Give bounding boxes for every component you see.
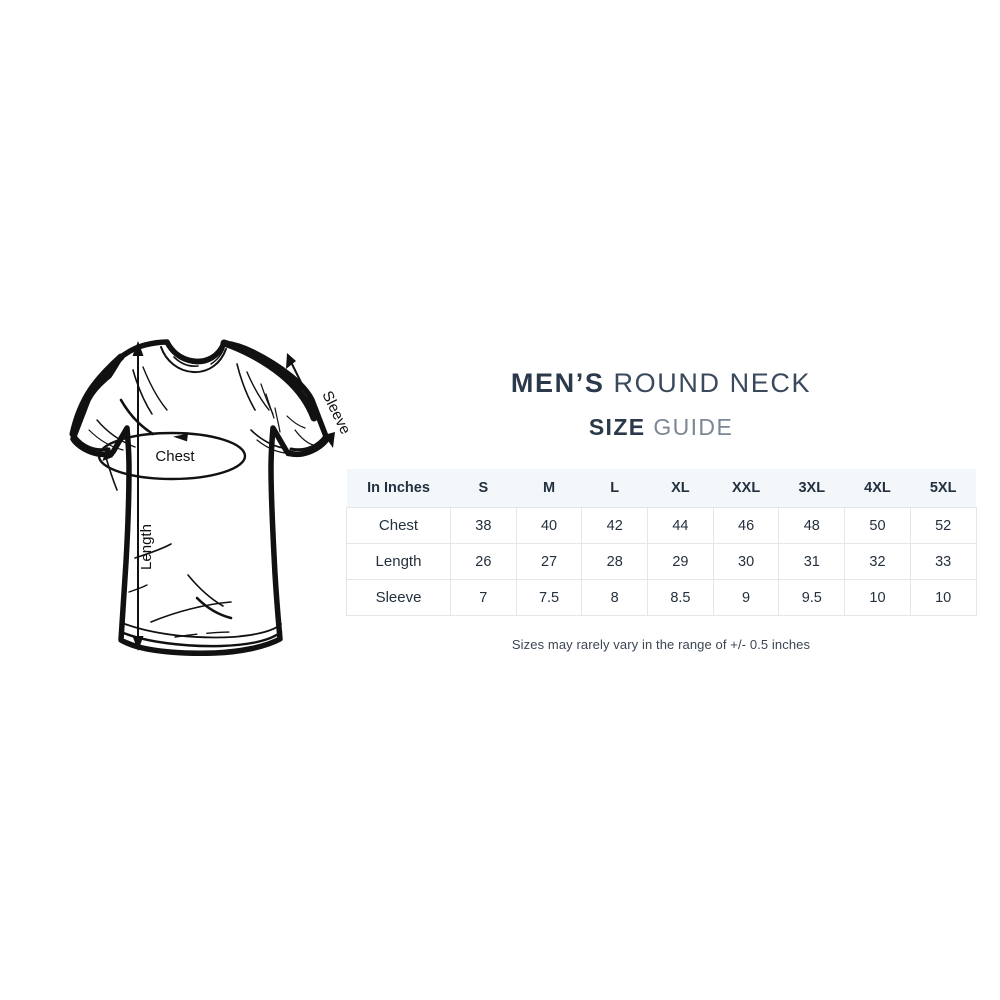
- cell-length-l: 28: [581, 543, 649, 581]
- cell-chest-5xl: 52: [909, 507, 977, 545]
- cell-chest-xl: 44: [647, 507, 714, 545]
- size-table-container: In Inches S M L XL XXL 3XL 4XL 5XL Chest 38 40 42 44…: [346, 469, 977, 617]
- cell-length-xxl: 30: [712, 543, 780, 581]
- cell-sleeve-xl: 8.5: [647, 579, 714, 617]
- table-header-size-xxl: XXL: [713, 469, 779, 508]
- size-table: In Inches S M L XL XXL 3XL 4XL 5XL Chest 38 40 42 44…: [346, 469, 977, 617]
- table-header-size-4xl: 4XL: [844, 469, 911, 508]
- subtitle-strong: SIZE: [588, 414, 646, 441]
- cell-chest-4xl: 50: [844, 507, 911, 545]
- length-label: Length: [138, 524, 155, 570]
- cell-length-5xl: 33: [909, 543, 977, 581]
- cell-sleeve-l: 8: [581, 579, 649, 617]
- subtitle-light: GUIDE: [653, 414, 734, 441]
- cell-sleeve-xxl: 9: [712, 579, 780, 617]
- page-title: MEN’S ROUND NECK: [346, 368, 976, 399]
- cell-length-4xl: 32: [844, 543, 911, 581]
- cell-length-xl: 29: [647, 543, 714, 581]
- cell-sleeve-3xl: 9.5: [778, 579, 846, 617]
- table-header-size-5xl: 5XL: [910, 469, 976, 508]
- row-label-length: Length: [346, 543, 451, 581]
- cell-length-m: 27: [515, 543, 583, 581]
- cell-sleeve-5xl: 10: [909, 579, 977, 617]
- table-header-size-3xl: 3XL: [778, 469, 845, 508]
- cell-sleeve-s: 7: [450, 579, 517, 617]
- cell-sleeve-m: 7.5: [515, 579, 583, 617]
- cell-sleeve-4xl: 10: [844, 579, 911, 617]
- chest-label: Chest: [155, 448, 195, 465]
- table-header-measure: In Inches: [346, 469, 451, 508]
- row-label-chest: Chest: [346, 507, 451, 545]
- cell-length-3xl: 31: [778, 543, 846, 581]
- table-row: Chest 38 40 42 44 46 48 50 52: [346, 507, 977, 545]
- cell-chest-3xl: 48: [778, 507, 846, 545]
- size-variance-note: Sizes may rarely vary in the range of +/…: [511, 637, 811, 653]
- table-header-size-m: M: [516, 469, 582, 508]
- size-table-body: Chest 38 40 42 44 46 48 50 52 Length 26 27 28 29 30 31 3…: [346, 507, 977, 617]
- table-row: Length 26 27 28 29 30 31 32 33: [346, 543, 977, 581]
- table-row: Sleeve 7 7.5 8 8.5 9 9.5 10 10: [346, 579, 977, 617]
- cell-chest-m: 40: [515, 507, 583, 545]
- page-subtitle: SIZE GUIDE: [346, 414, 976, 440]
- cell-length-s: 26: [450, 543, 517, 581]
- table-header-size-xl: XL: [647, 469, 714, 508]
- cell-chest-s: 38: [450, 507, 517, 545]
- cell-chest-l: 42: [581, 507, 649, 545]
- size-table-head: In Inches S M L XL XXL 3XL 4XL 5XL: [346, 469, 976, 508]
- table-header-size-l: L: [581, 469, 648, 508]
- size-guide-panel: MEN’S ROUND NECK SIZE GUIDE In Inches S M L…: [346, 368, 977, 653]
- table-header-row: In Inches S M L XL XXL 3XL 4XL 5XL: [346, 469, 976, 508]
- title-light: ROUND NECK: [613, 368, 812, 398]
- table-header-size-s: S: [450, 469, 517, 508]
- cell-chest-xxl: 46: [712, 507, 780, 545]
- row-label-sleeve: Sleeve: [346, 579, 451, 617]
- tshirt-diagram: Chest Length Sleeve: [25, 322, 375, 677]
- title-strong: MEN’S: [510, 368, 605, 398]
